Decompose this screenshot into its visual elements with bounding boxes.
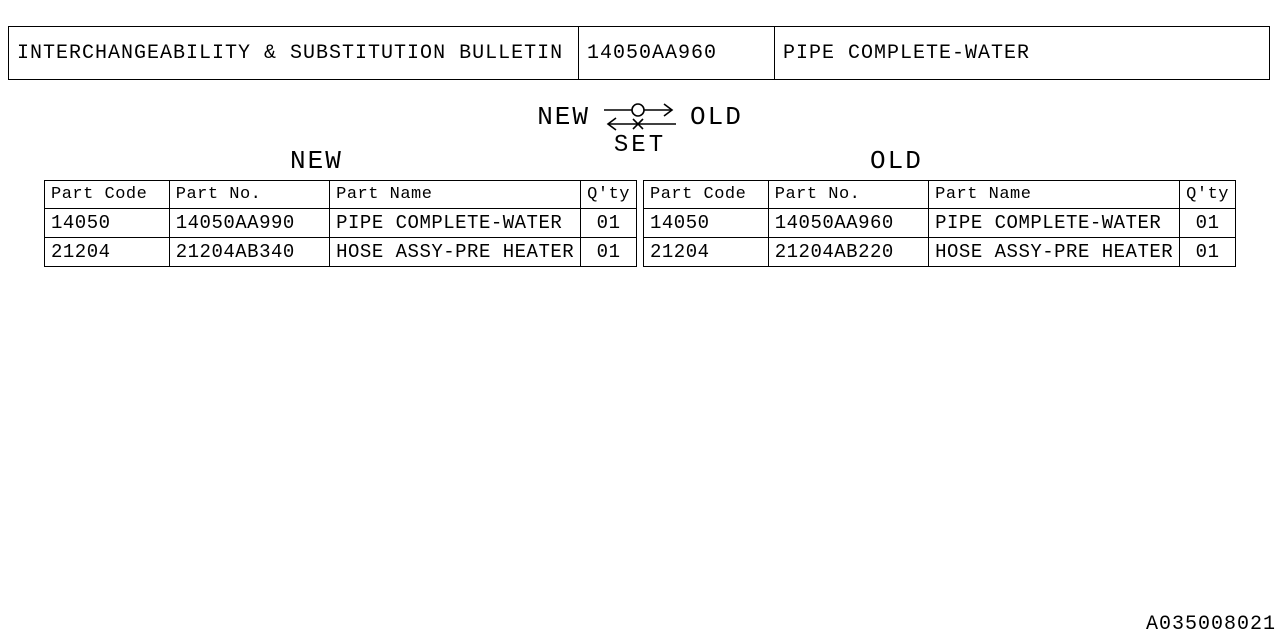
cell-part-no: 14050AA990 bbox=[169, 209, 329, 238]
table-header-row: Part Code Part No. Part Name Q'ty bbox=[45, 181, 637, 209]
table-row: 1405014050AA960PIPE COMPLETE-WATER01 bbox=[644, 209, 1236, 238]
col-part-name: Part Name bbox=[929, 181, 1180, 209]
cell-part-no: 21204AB220 bbox=[768, 238, 928, 267]
cell-qty: 01 bbox=[1180, 209, 1236, 238]
cell-part-name: PIPE COMPLETE-WATER bbox=[929, 209, 1180, 238]
section-label-old: OLD bbox=[870, 146, 923, 176]
col-part-no: Part No. bbox=[768, 181, 928, 209]
new-parts-table: Part Code Part No. Part Name Q'ty 140501… bbox=[44, 180, 637, 267]
col-part-code: Part Code bbox=[644, 181, 769, 209]
table-header-row: Part Code Part No. Part Name Q'ty bbox=[644, 181, 1236, 209]
footer-drawing-code: A035008021 bbox=[1146, 613, 1276, 636]
parts-tables: Part Code Part No. Part Name Q'ty 140501… bbox=[44, 180, 1236, 267]
header-bar: INTERCHANGEABILITY & SUBSTITUTION BULLET… bbox=[8, 26, 1270, 80]
col-part-code: Part Code bbox=[45, 181, 170, 209]
legend-block: NEW OLD SET bbox=[0, 100, 1280, 159]
table-row: 1405014050AA990PIPE COMPLETE-WATER01 bbox=[45, 209, 637, 238]
section-label-new: NEW bbox=[290, 146, 343, 176]
cell-part-name: PIPE COMPLETE-WATER bbox=[330, 209, 581, 238]
cell-part-code: 21204 bbox=[644, 238, 769, 267]
legend-new-label: NEW bbox=[537, 102, 590, 132]
cell-part-code: 21204 bbox=[45, 238, 170, 267]
legend-line1: NEW OLD bbox=[0, 100, 1280, 134]
legend-old-label: OLD bbox=[690, 102, 743, 132]
table-row: 2120421204AB220HOSE ASSY-PRE HEATER01 bbox=[644, 238, 1236, 267]
col-part-name: Part Name bbox=[330, 181, 581, 209]
cell-part-code: 14050 bbox=[45, 209, 170, 238]
cell-part-name: HOSE ASSY-PRE HEATER bbox=[929, 238, 1180, 267]
cell-qty: 01 bbox=[1180, 238, 1236, 267]
header-title: INTERCHANGEABILITY & SUBSTITUTION BULLET… bbox=[9, 27, 579, 79]
col-qty: Q'ty bbox=[581, 181, 637, 209]
col-qty: Q'ty bbox=[1180, 181, 1236, 209]
cell-part-no: 14050AA960 bbox=[768, 209, 928, 238]
cell-qty: 01 bbox=[581, 238, 637, 267]
cell-part-no: 21204AB340 bbox=[169, 238, 329, 267]
old-parts-table: Part Code Part No. Part Name Q'ty 140501… bbox=[643, 180, 1236, 267]
header-part-no: 14050AA960 bbox=[579, 27, 775, 79]
cell-part-name: HOSE ASSY-PRE HEATER bbox=[330, 238, 581, 267]
header-part-desc: PIPE COMPLETE-WATER bbox=[775, 27, 1269, 79]
interchange-arrows-icon bbox=[600, 100, 680, 134]
legend-set-label: SET bbox=[0, 132, 1280, 159]
cell-qty: 01 bbox=[581, 209, 637, 238]
cell-part-code: 14050 bbox=[644, 209, 769, 238]
col-part-no: Part No. bbox=[169, 181, 329, 209]
table-row: 2120421204AB340HOSE ASSY-PRE HEATER01 bbox=[45, 238, 637, 267]
